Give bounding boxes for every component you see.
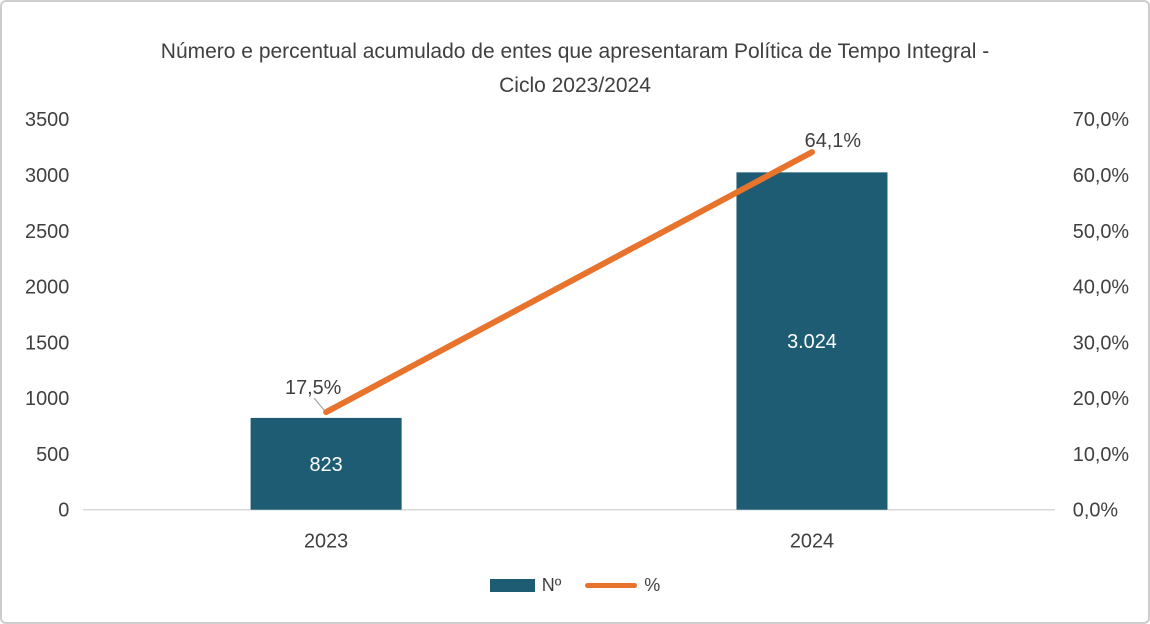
legend-item-line-series: %	[585, 575, 660, 596]
x-axis-label: 2024	[790, 530, 834, 552]
primary-axis-tick-label: 2500	[25, 221, 69, 243]
data-label-leader-line	[313, 397, 325, 411]
secondary-axis-tick-label: 20,0%	[1073, 388, 1129, 410]
bar-2023	[250, 417, 402, 510]
chart-legend: Nº %	[2, 575, 1148, 596]
bar-value-label: 3.024	[787, 331, 837, 353]
bar-value-label: 823	[310, 454, 343, 476]
primary-axis-tick-label: 500	[36, 444, 69, 466]
primary-axis-tick-label: 0	[58, 500, 69, 522]
secondary-axis-tick-label: 60,0%	[1073, 165, 1129, 187]
primary-axis-tick-label: 3000	[25, 165, 69, 187]
primary-axis-tick-label: 3500	[25, 109, 69, 131]
secondary-axis-tick-label: 40,0%	[1073, 277, 1129, 299]
secondary-axis-tick-label: 70,0%	[1073, 109, 1129, 131]
percent-point-label: 17,5%	[285, 377, 341, 399]
legend-label-line-series: %	[644, 575, 661, 595]
secondary-axis-tick-label: 10,0%	[1073, 444, 1129, 466]
line-series-swatch-icon	[585, 583, 638, 588]
primary-axis-tick-label: 1000	[25, 388, 69, 410]
percent-point-label: 64,1%	[805, 130, 861, 152]
bar-series-swatch-icon	[489, 579, 535, 592]
primary-axis-tick-label: 1500	[25, 332, 69, 354]
x-axis-label: 2023	[304, 530, 348, 552]
percent-line	[323, 149, 815, 416]
legend-item-bar-series: Nº	[489, 575, 562, 596]
bar-2024	[736, 172, 888, 510]
primary-axis-tick-label: 2000	[25, 277, 69, 299]
legend-label-bar-series: Nº	[541, 575, 562, 595]
secondary-axis-tick-label: 50,0%	[1073, 221, 1129, 243]
chart-title: Número e percentual acumulado de entes q…	[160, 40, 990, 98]
secondary-axis-tick-label: 0,0%	[1073, 500, 1118, 522]
secondary-axis-tick-label: 30,0%	[1073, 332, 1129, 354]
